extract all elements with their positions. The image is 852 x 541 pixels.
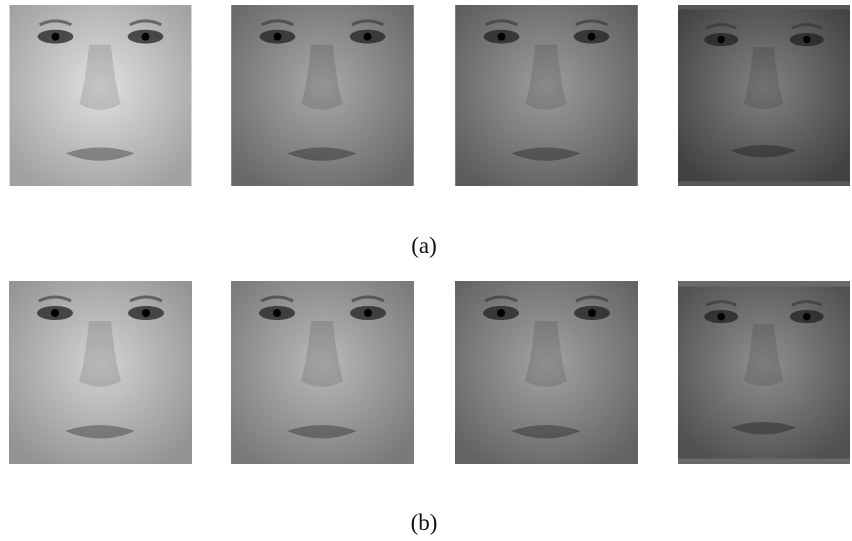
face-features xyxy=(455,281,638,464)
caption: (b) xyxy=(411,510,438,535)
row-b xyxy=(9,281,850,464)
face-features xyxy=(678,287,850,459)
face-features xyxy=(232,5,413,186)
face-features xyxy=(9,281,192,464)
face-features xyxy=(456,5,637,186)
face-features xyxy=(678,10,850,182)
figure: (a) (b) xyxy=(0,0,852,541)
face-features xyxy=(231,281,414,464)
page: (a) (b) (() => { const data = JSON.parse… xyxy=(0,0,852,541)
row-a xyxy=(9,5,850,186)
caption: (a) xyxy=(411,233,437,258)
face-features xyxy=(10,5,191,186)
